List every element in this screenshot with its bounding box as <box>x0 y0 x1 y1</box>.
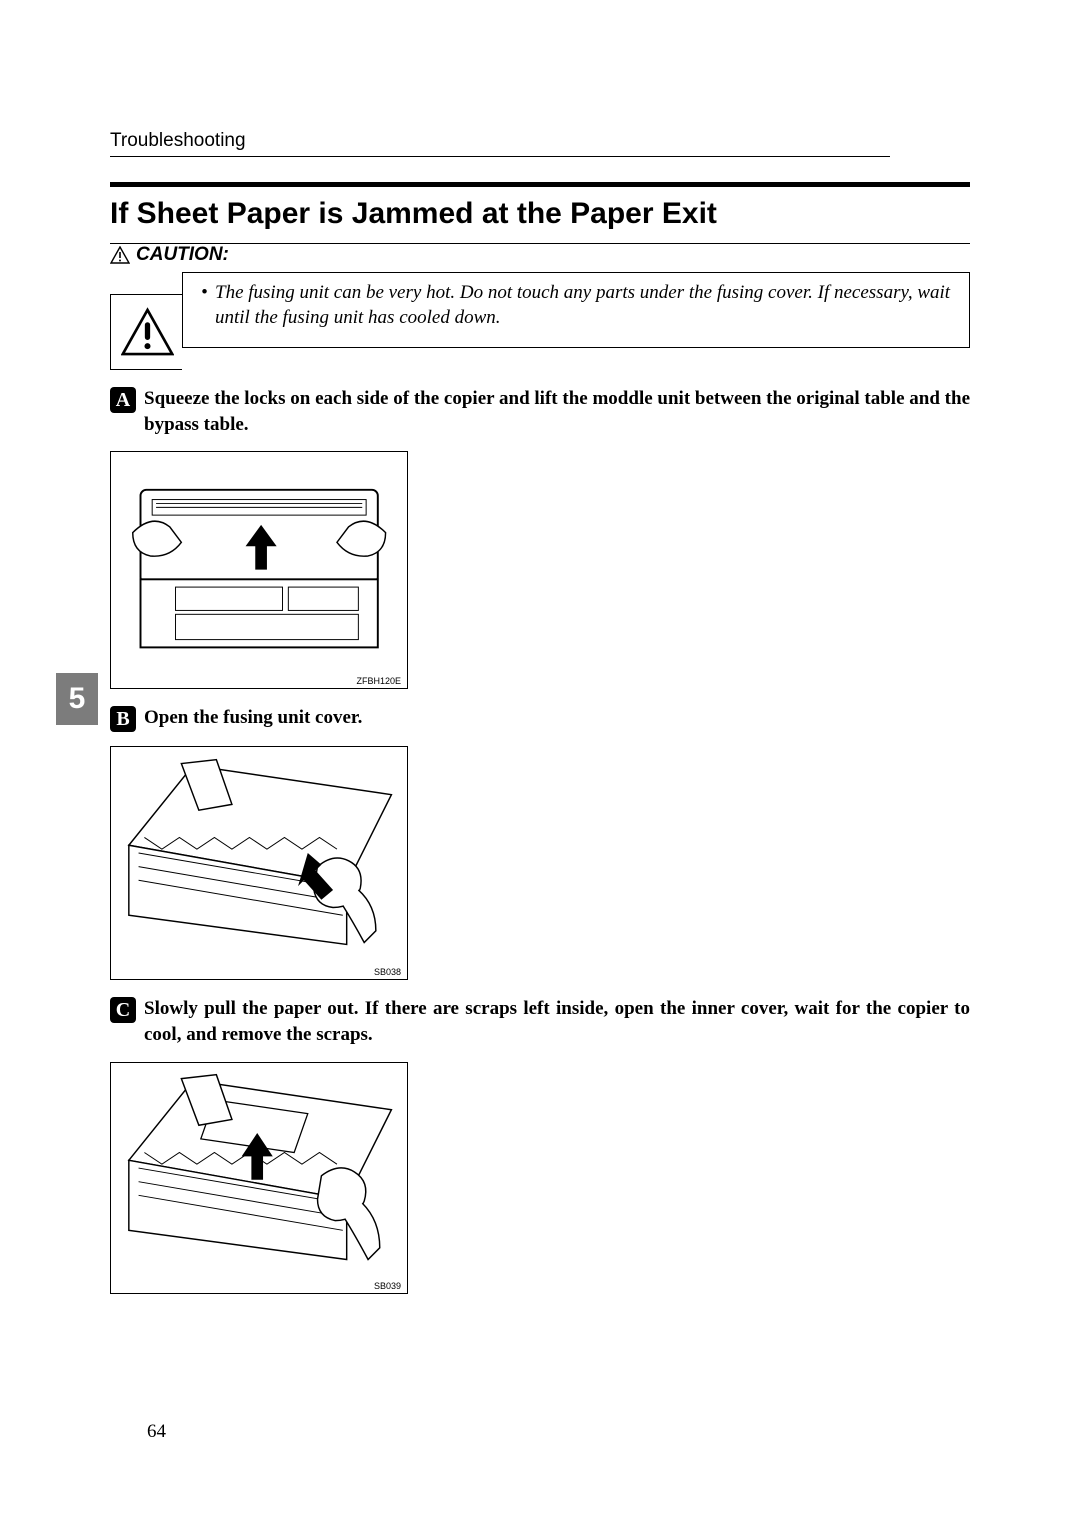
figure-2: SB038 <box>110 746 408 980</box>
section-header: Troubleshooting <box>110 130 890 157</box>
figure-2-ref: SB038 <box>374 967 401 977</box>
step-2-text-p: Open the fusing unit cover. <box>144 705 362 731</box>
caution-text-column: • The fusing unit can be very hot. Do no… <box>182 272 970 370</box>
figure-3-ref: SB039 <box>374 1281 401 1291</box>
page-number: 64 <box>147 1421 166 1443</box>
step-2: B Open the fusing unit cover. <box>110 705 970 980</box>
step-2-head: B Open the fusing unit cover. <box>110 705 970 732</box>
step-3-text-p: Slowly pull the paper out. If there are … <box>144 996 970 1047</box>
step-3: C Slowly pull the paper out. If there ar… <box>110 996 970 1293</box>
figure-1: ZFBH120E <box>110 451 408 689</box>
figure-2-illustration <box>123 757 395 970</box>
figure-3: SB039 <box>110 1062 408 1294</box>
caution-label: CAUTION: <box>136 244 229 266</box>
step-3-number-icon: C <box>110 997 136 1023</box>
title-rule-top <box>110 182 970 187</box>
chapter-tab: 5 <box>56 673 98 725</box>
step-3-text: Slowly pull the paper out. If there are … <box>144 996 970 1047</box>
step-1-text-p: Squeeze the locks on each side of the co… <box>144 386 970 437</box>
step-2-number-icon: B <box>110 706 136 732</box>
step-1-head: A Squeeze the locks on each side of the … <box>110 386 970 437</box>
page: Troubleshooting 5 If Sheet Paper is Jamm… <box>0 0 1080 1525</box>
step-1-text: Squeeze the locks on each side of the co… <box>144 386 970 437</box>
caution-triangle-icon-small <box>110 246 130 264</box>
figure-3-illustration <box>123 1072 395 1284</box>
page-title: If Sheet Paper is Jammed at the Paper Ex… <box>110 197 970 231</box>
caution-icon-box <box>110 294 182 370</box>
step-1-number-icon: A <box>110 387 136 413</box>
caution-content-row: • The fusing unit can be very hot. Do no… <box>110 272 970 370</box>
caution-triangle-icon <box>121 303 174 361</box>
caution-body: • The fusing unit can be very hot. Do no… <box>182 272 970 348</box>
figure-1-ref: ZFBH120E <box>356 676 401 686</box>
caution-block: CAUTION: • The fusing unit can be very h… <box>110 244 970 370</box>
figure-1-illustration <box>123 462 395 679</box>
step-1: A Squeeze the locks on each side of the … <box>110 386 970 689</box>
caution-label-row: CAUTION: <box>110 244 970 266</box>
caution-bullet: • <box>201 281 215 337</box>
caution-text: The fusing unit can be very hot. Do not … <box>215 281 953 337</box>
step-3-head: C Slowly pull the paper out. If there ar… <box>110 996 970 1047</box>
step-2-text: Open the fusing unit cover. <box>144 705 362 731</box>
